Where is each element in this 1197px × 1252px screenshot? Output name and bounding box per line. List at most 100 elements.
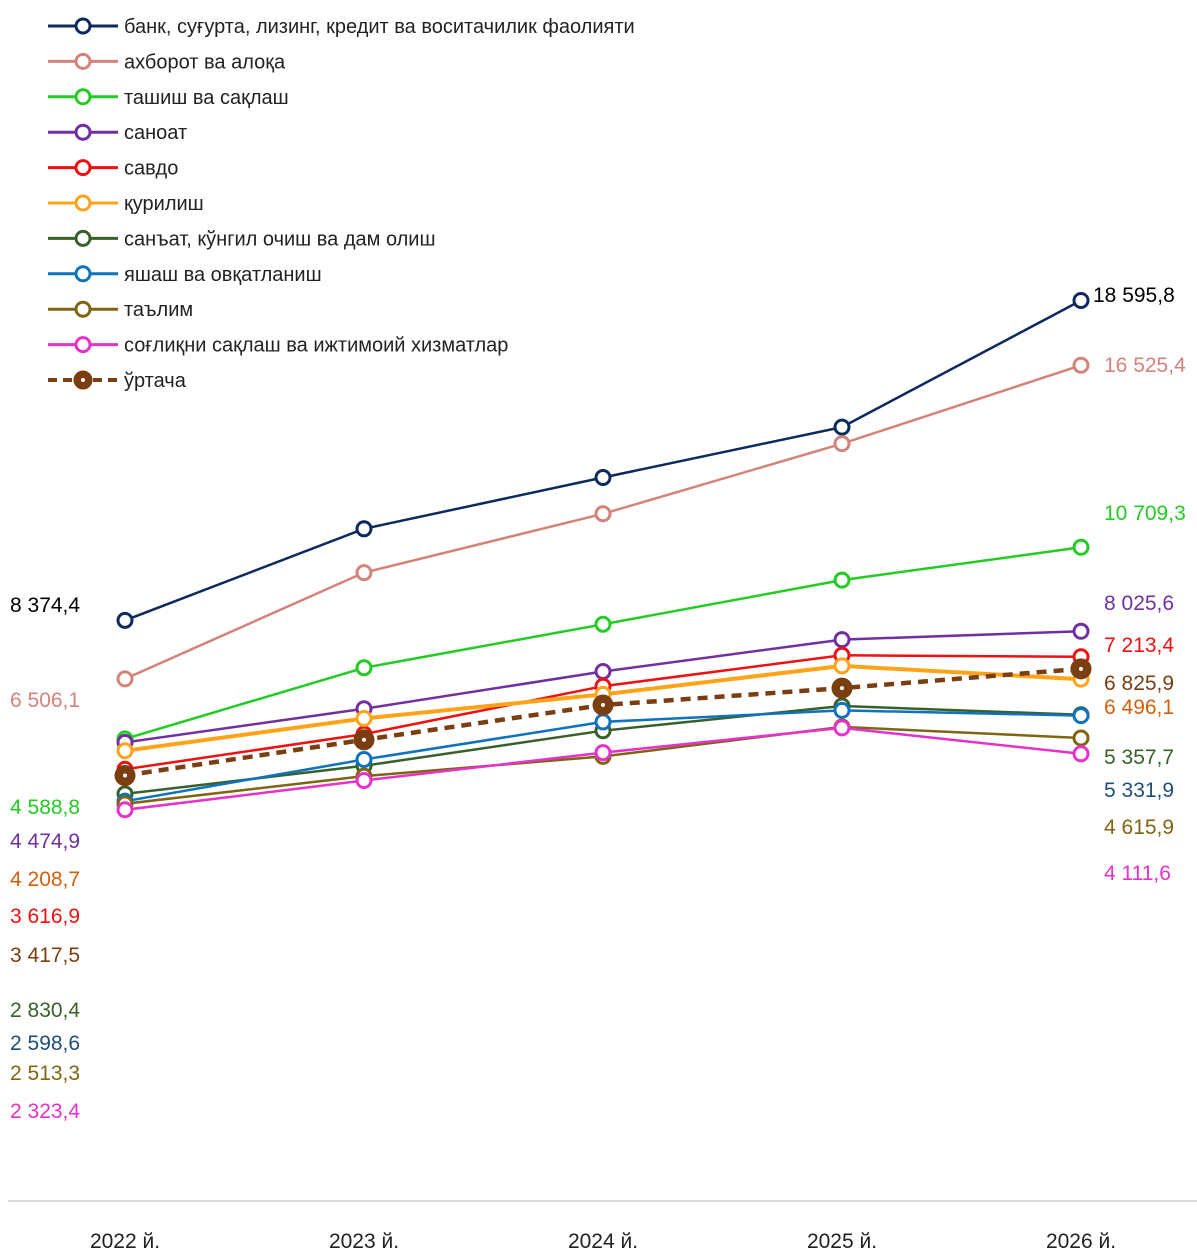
legend-item: санъат, кўнгил очиш ва дам олиш <box>48 228 436 250</box>
data-point-dot <box>123 773 127 778</box>
data-point <box>355 750 373 768</box>
data-label: 6 496,1 <box>1104 696 1174 719</box>
legend-label: қурилиш <box>124 193 204 215</box>
data-label: 6 825,9 <box>1104 672 1174 695</box>
legend-item: таълим <box>48 299 193 321</box>
legend-swatch-marker <box>74 123 92 141</box>
data-label: 7 213,4 <box>1104 634 1174 657</box>
legend-label: яшаш ва овқатланиш <box>124 264 322 286</box>
legend-label: ўртача <box>124 370 187 392</box>
data-point <box>594 468 612 486</box>
legend-item: савдо <box>48 158 178 180</box>
data-label: 2 598,6 <box>10 1032 80 1055</box>
legend-swatch-marker <box>74 159 92 177</box>
legend-item: яшаш ва овқатланиш <box>48 264 322 286</box>
legend-label: банк, суғурта, лизинг, кредит ва воситач… <box>124 16 635 38</box>
data-point <box>1072 707 1090 725</box>
data-point <box>1072 622 1090 640</box>
data-label: 2 513,3 <box>10 1062 80 1085</box>
series-group <box>114 291 1092 819</box>
series <box>116 291 1090 629</box>
data-point <box>355 709 373 727</box>
legend-swatch-dot <box>81 378 85 382</box>
data-point <box>355 564 373 582</box>
data-label: 4 615,9 <box>1104 816 1174 839</box>
data-point <box>833 435 851 453</box>
data-label: 4 208,7 <box>10 868 80 891</box>
legend-item: ахборот ва алоқа <box>48 51 286 73</box>
legend-swatch-marker <box>74 17 92 35</box>
series-line <box>124 726 1082 812</box>
data-label: 3 417,5 <box>10 944 80 967</box>
data-label: 5 331,9 <box>1104 779 1174 802</box>
data-label: 2 830,4 <box>10 999 80 1022</box>
legend-label: саноат <box>124 122 187 144</box>
data-label: 4 111,6 <box>1104 862 1171 885</box>
data-point <box>116 670 134 688</box>
data-label: 3 616,9 <box>10 905 80 928</box>
legend: банк, суғурта, лизинг, кредит ва воситач… <box>48 16 635 392</box>
data-point <box>594 615 612 633</box>
legend-item: ташиш ва сақлаш <box>48 87 289 109</box>
legend-swatch-marker <box>74 229 92 247</box>
data-point <box>594 505 612 523</box>
legend-label: ахборот ва алоқа <box>124 51 286 73</box>
data-point <box>116 611 134 629</box>
legend-label: ташиш ва сақлаш <box>124 87 289 109</box>
data-label: 10 709,3 <box>1104 502 1186 525</box>
data-label: 4 588,8 <box>10 796 80 819</box>
data-point <box>833 571 851 589</box>
legend-swatch-marker <box>74 52 92 70</box>
data-point-dot <box>601 703 605 708</box>
data-point <box>833 719 851 737</box>
data-point <box>1072 291 1090 309</box>
x-tick-label: 2026 й. <box>1046 1230 1116 1252</box>
data-label: 5 357,7 <box>1104 746 1174 769</box>
data-point <box>833 418 851 436</box>
data-point-dot <box>840 686 844 691</box>
data-label: 8 374,4 <box>10 594 80 617</box>
legend-swatch-marker <box>74 300 92 318</box>
legend-swatch-marker <box>74 336 92 354</box>
legend-item: соғлиқни сақлаш ва ижтимоий хизматлар <box>48 335 508 357</box>
data-point <box>355 659 373 677</box>
legend-item: ўртача <box>48 370 187 392</box>
legend-item: саноат <box>48 122 187 144</box>
x-tick-label: 2022 й. <box>90 1230 160 1252</box>
data-label: 4 474,9 <box>10 830 80 853</box>
data-label: 8 025,6 <box>1104 592 1174 615</box>
legend-label: соғлиқни сақлаш ва ижтимоий хизматлар <box>124 335 508 357</box>
legend-label: таълим <box>124 299 193 321</box>
x-tick-label: 2025 й. <box>807 1230 877 1252</box>
legend-swatch-marker <box>74 88 92 106</box>
data-point <box>1072 356 1090 374</box>
series <box>114 658 1092 787</box>
legend-swatch-marker <box>74 194 92 212</box>
data-point <box>116 801 134 819</box>
data-label: 6 506,1 <box>10 689 80 712</box>
data-label: 16 525,4 <box>1104 354 1186 377</box>
data-label: 18 595,8 <box>1093 284 1175 307</box>
x-tick-label: 2023 й. <box>329 1230 399 1252</box>
series <box>116 701 1090 810</box>
data-point <box>355 771 373 789</box>
x-tick-label: 2024 й. <box>568 1230 638 1252</box>
data-point <box>355 520 373 538</box>
data-point <box>1072 538 1090 556</box>
legend-swatch-marker <box>74 265 92 283</box>
data-point <box>594 713 612 731</box>
legend-label: савдо <box>124 158 178 180</box>
data-point-dot <box>1079 666 1083 671</box>
data-point <box>833 631 851 649</box>
legend-item: банк, суғурта, лизинг, кредит ва воситач… <box>48 16 635 38</box>
series <box>116 622 1090 751</box>
data-point <box>116 742 134 760</box>
data-label: 2 323,4 <box>10 1100 80 1123</box>
data-point <box>833 657 851 675</box>
legend-label: санъат, кўнгил очиш ва дам олиш <box>124 228 436 250</box>
data-point <box>1072 729 1090 747</box>
data-point <box>1072 745 1090 763</box>
series <box>116 719 1090 819</box>
series <box>116 356 1090 688</box>
